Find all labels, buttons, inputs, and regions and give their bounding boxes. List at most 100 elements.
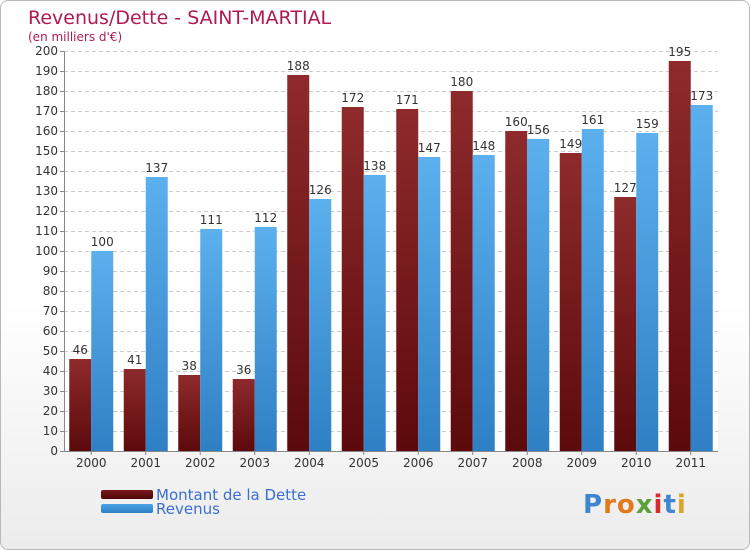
data-label-revenue-2000: 100 [91,235,114,249]
data-label-debt-2008: 160 [505,115,528,129]
y-tick-label: 80 [43,284,58,298]
bar-revenue-2001 [145,177,168,451]
y-tick-label: 140 [35,164,58,178]
x-tick-label: 2008 [512,456,543,470]
data-label-revenue-2005: 138 [363,159,386,173]
bar-revenue-2011 [690,105,713,451]
chart-title: Revenus/Dette - SAINT-MARTIAL [28,7,332,29]
legend-label-revenue: Revenus [156,500,220,518]
y-tick-label: 10 [43,424,58,438]
bar-revenue-2008 [527,139,550,451]
data-label-debt-2009: 149 [559,137,582,151]
logo-letter: i [676,490,687,520]
data-label-revenue-2009: 161 [581,113,604,127]
bar-debt-2000 [69,359,92,451]
chart-subtitle: (en milliers d'€) [28,30,123,44]
bar-revenue-2005 [363,175,386,451]
logo-letter: r [603,490,617,520]
bar-revenue-2010 [636,133,659,451]
y-tick-label: 130 [35,184,58,198]
data-labels: 46 100 41 137 38 111 36 112 188 126 172 138 171 147 18… [73,45,714,377]
bar-debt-2002 [178,375,201,451]
y-tick-label: 190 [35,64,58,78]
y-tick-label: 200 [35,44,58,58]
data-label-revenue-2007: 148 [472,139,495,153]
x-tick-label: 2000 [76,456,107,470]
data-label-revenue-2011: 173 [690,89,713,103]
data-label-revenue-2001: 137 [145,161,168,175]
bar-debt-2006 [396,109,419,451]
bar-revenue-2007 [472,155,495,451]
logo-letter: i [653,490,664,520]
logo-letter: o [616,490,636,520]
logo-letter: t [663,490,677,520]
y-tick-label: 20 [43,404,58,418]
data-label-revenue-2002: 111 [200,213,223,227]
y-tick-label: 60 [43,324,58,338]
bar-debt-2011 [668,61,691,451]
data-label-debt-2005: 172 [341,91,364,105]
bar-debt-2005 [341,107,364,451]
y-tick-label: 100 [35,244,58,258]
x-tick-label: 2001 [130,456,161,470]
y-tick-label: 160 [35,124,58,138]
bar-revenue-2006 [418,157,441,451]
x-tick-label: 2004 [294,456,325,470]
data-label-debt-2001: 41 [127,353,142,367]
data-label-debt-2003: 36 [236,363,251,377]
x-tick-label: 2010 [621,456,652,470]
y-tick-label: 120 [35,204,58,218]
bar-debt-2008 [505,131,528,451]
axes: 0 10 20 30 40 50 60 70 80 90 100 110 120 130 140 150 160… [35,44,718,470]
bars [69,61,713,451]
bar-revenue-2002 [200,229,223,451]
data-label-debt-2010: 127 [614,181,637,195]
bar-debt-2001 [123,369,146,451]
bar-revenue-2000 [91,251,114,451]
data-label-debt-2011: 195 [668,45,691,59]
y-tick-label: 170 [35,104,58,118]
bar-revenue-2003 [254,227,277,451]
data-label-revenue-2004: 126 [309,183,332,197]
legend-label-debt: Montant de la Dette [156,486,307,504]
data-label-revenue-2003: 112 [254,211,277,225]
data-label-debt-2002: 38 [182,359,197,373]
y-tick-label: 150 [35,144,58,158]
x-tick-label: 2007 [457,456,488,470]
x-tick-label: 2006 [403,456,434,470]
x-tick-label: 2005 [348,456,379,470]
data-label-revenue-2010: 159 [636,117,659,131]
bar-revenue-2004 [309,199,332,451]
bar-debt-2004 [287,75,310,451]
bar-debt-2009 [559,153,582,451]
data-label-debt-2007: 180 [450,75,473,89]
y-tick-label: 30 [43,384,58,398]
proxiti-logo: Proxiti [583,490,687,520]
logo-letter: x [635,490,654,520]
bar-debt-2010 [614,197,637,451]
bar-debt-2007 [450,91,473,451]
data-label-debt-2006: 171 [396,93,419,107]
y-tick-label: 90 [43,264,58,278]
y-tick-label: 180 [35,84,58,98]
x-tick-label: 2003 [239,456,270,470]
x-tick-label: 2002 [185,456,216,470]
data-label-revenue-2006: 147 [418,141,441,155]
data-label-debt-2004: 188 [287,59,310,73]
grid [64,51,718,452]
logo-letter: P [583,490,604,520]
y-tick-label: 110 [35,224,58,238]
legend-swatch-debt [101,490,153,499]
y-tick-label: 50 [43,344,58,358]
y-tick-label: 40 [43,364,58,378]
bar-revenue-2009 [581,129,604,451]
y-tick-label: 0 [50,444,58,458]
bar-debt-2003 [232,379,255,451]
legend-swatch-revenue [101,504,153,513]
x-tick-label: 2011 [675,456,706,470]
data-label-debt-2000: 46 [73,343,88,357]
x-tick-label: 2009 [566,456,597,470]
data-label-revenue-2008: 156 [527,123,550,137]
